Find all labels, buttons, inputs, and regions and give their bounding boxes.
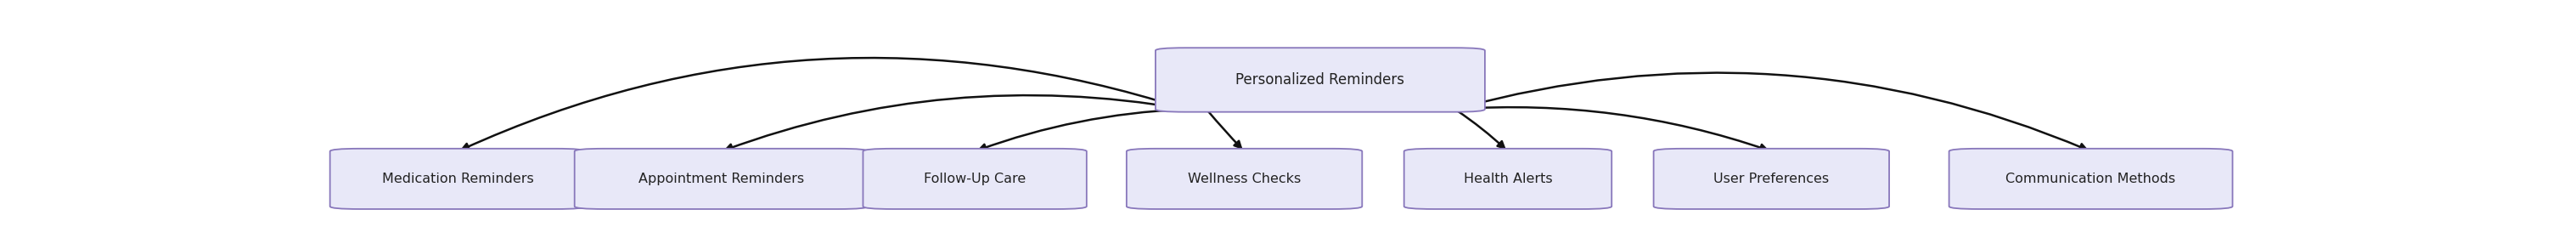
Text: Follow-Up Care: Follow-Up Care: [925, 173, 1025, 185]
Text: Personalized Reminders: Personalized Reminders: [1236, 72, 1404, 88]
FancyBboxPatch shape: [1157, 48, 1484, 112]
FancyBboxPatch shape: [863, 149, 1087, 209]
FancyBboxPatch shape: [1654, 149, 1888, 209]
Text: User Preferences: User Preferences: [1713, 173, 1829, 185]
FancyBboxPatch shape: [1404, 149, 1613, 209]
FancyBboxPatch shape: [1126, 149, 1363, 209]
FancyBboxPatch shape: [574, 149, 868, 209]
Text: Medication Reminders: Medication Reminders: [381, 173, 533, 185]
Text: Wellness Checks: Wellness Checks: [1188, 173, 1301, 185]
Text: Communication Methods: Communication Methods: [2007, 173, 2177, 185]
FancyBboxPatch shape: [330, 149, 585, 209]
Text: Appointment Reminders: Appointment Reminders: [639, 173, 804, 185]
FancyBboxPatch shape: [1950, 149, 2233, 209]
Text: Health Alerts: Health Alerts: [1463, 173, 1553, 185]
